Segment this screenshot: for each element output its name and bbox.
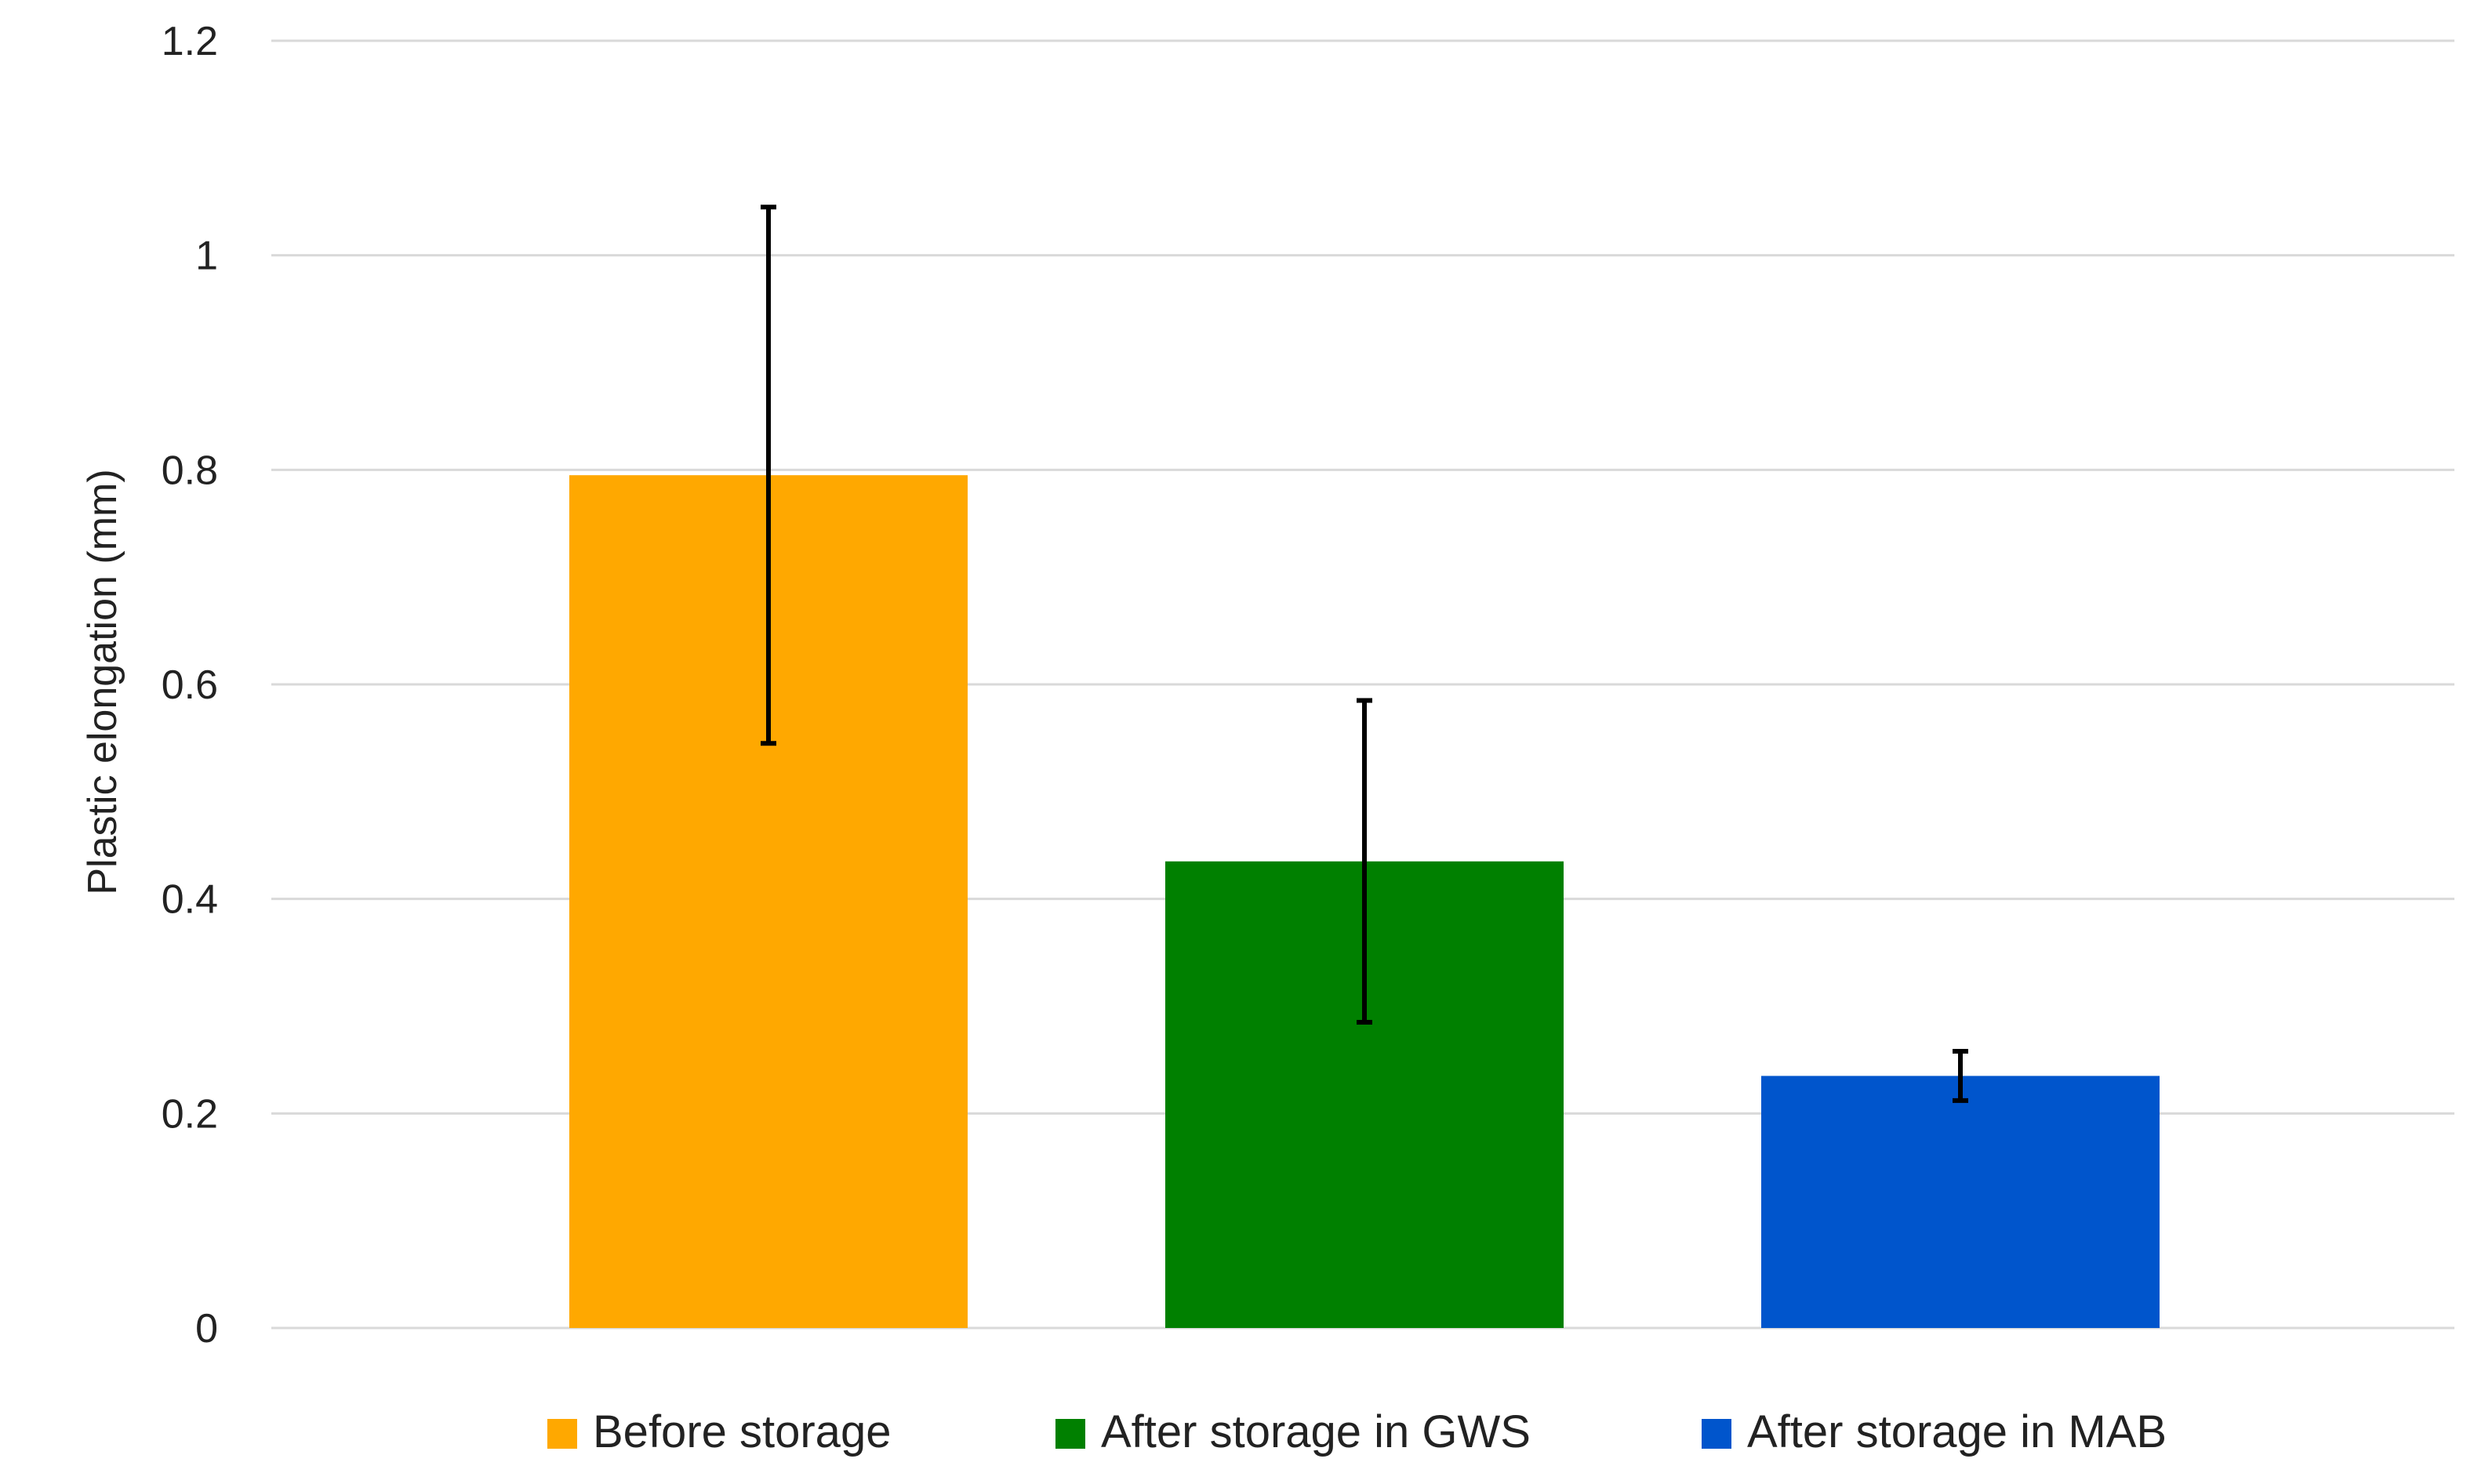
legend-label: Before storage bbox=[593, 1406, 891, 1457]
legend-swatch bbox=[547, 1419, 577, 1449]
error-bars bbox=[761, 205, 1968, 1103]
y-axis-label: Plastic elongation (mm) bbox=[80, 469, 125, 894]
legend-swatch bbox=[1055, 1419, 1085, 1449]
y-axis-ticks: 0 0.2 0.4 0.6 0.8 1 1.2 bbox=[162, 19, 218, 1352]
y-tick-label: 0 bbox=[195, 1306, 218, 1352]
y-tick-label: 1 bbox=[195, 234, 218, 279]
legend-label: After storage in MAB bbox=[1747, 1406, 2167, 1457]
y-tick-label: 0.6 bbox=[162, 662, 218, 708]
legend-swatch bbox=[1702, 1419, 1731, 1449]
legend-label: After storage in GWS bbox=[1101, 1406, 1531, 1457]
bar bbox=[1761, 1076, 2160, 1328]
y-tick-label: 0.4 bbox=[162, 877, 218, 923]
y-tick-label: 1.2 bbox=[162, 19, 218, 64]
legend: Before storage After storage in GWS After … bbox=[547, 1406, 2167, 1457]
y-tick-label: 0.8 bbox=[162, 448, 218, 493]
y-tick-label: 0.2 bbox=[162, 1091, 218, 1137]
